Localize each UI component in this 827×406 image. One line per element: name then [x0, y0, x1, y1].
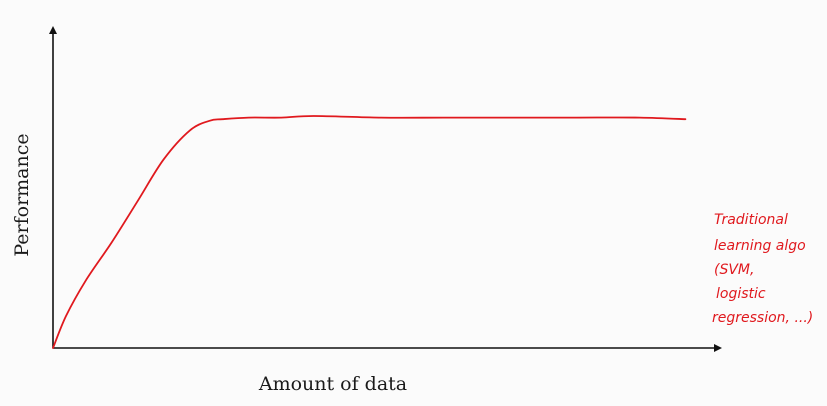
annotation-line-3: (SVM, — [714, 262, 754, 278]
annotation-line-4: logistic — [716, 286, 766, 302]
annotation-line-5: regression, ...) — [712, 310, 813, 326]
annotation-line-2: learning algo — [714, 238, 806, 254]
series-layer — [52, 115, 687, 349]
series-line-1 — [52, 115, 687, 349]
y-axis-label: Performance — [11, 133, 33, 256]
x-axis-label: Amount of data — [258, 373, 407, 395]
annotation-layer: Traditional learning algo (SVM, logistic… — [712, 212, 813, 326]
annotation-line-1: Traditional — [714, 212, 788, 228]
